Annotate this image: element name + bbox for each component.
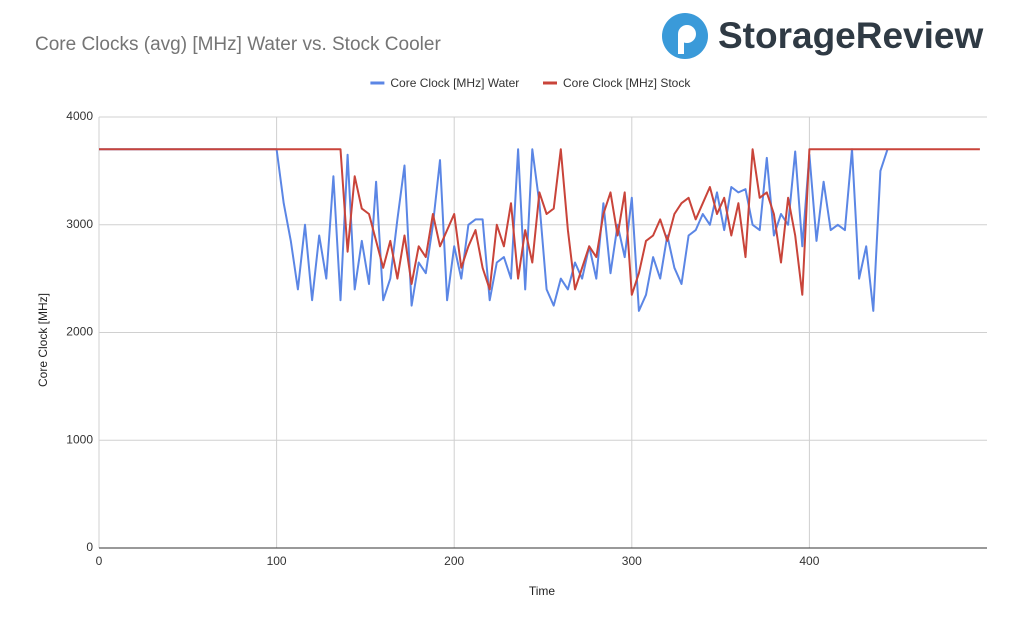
series-line (99, 148, 980, 296)
x-axis-label: Time (529, 584, 556, 598)
x-tick-label: 300 (622, 554, 642, 568)
y-tick-label: 4000 (66, 109, 93, 123)
x-tick-label: 200 (444, 554, 464, 568)
x-tick-label: 100 (267, 554, 287, 568)
legend-label: Core Clock [MHz] Stock (563, 76, 691, 90)
y-tick-label: 1000 (66, 432, 93, 446)
x-tick-label: 0 (96, 554, 103, 568)
logo-icon-stem (678, 34, 684, 54)
y-axis-label: Core Clock [MHz] (36, 293, 50, 387)
x-tick-label: 400 (799, 554, 819, 568)
y-tick-label: 0 (86, 540, 93, 554)
brand-logo: StorageReview (662, 13, 983, 59)
brand-name: StorageReview (718, 15, 983, 56)
chart-title: Core Clocks (avg) [MHz] Water vs. Stock … (35, 34, 441, 55)
y-tick-label: 2000 (66, 325, 93, 339)
legend-label: Core Clock [MHz] Water (390, 76, 519, 90)
y-tick-label: 3000 (66, 217, 93, 231)
